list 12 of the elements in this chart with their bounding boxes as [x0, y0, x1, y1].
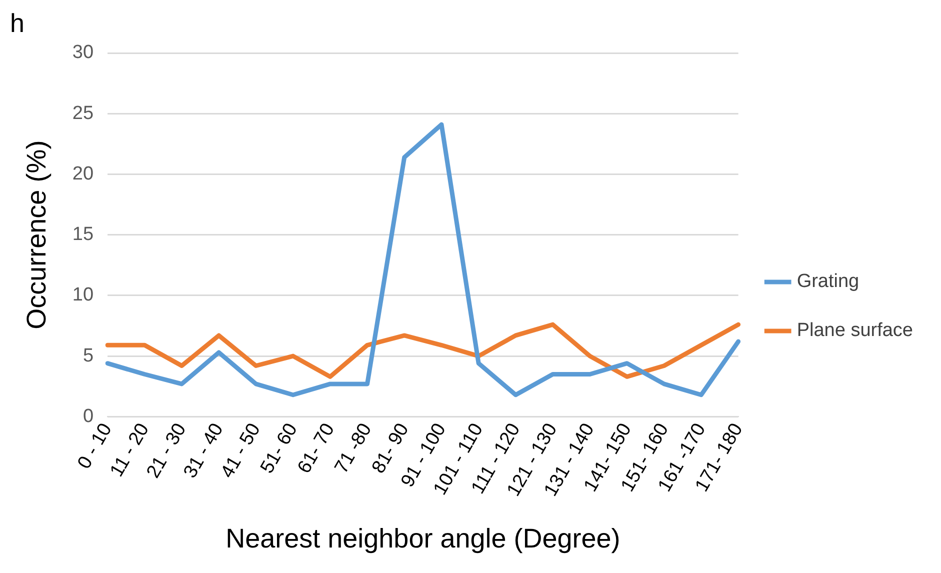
x-axis-title: Nearest neighbor angle (Degree)	[226, 523, 620, 554]
y-axis-title: Occurrence (%)	[22, 140, 52, 330]
y-tick-label: 0	[82, 406, 94, 427]
y-tick-label: 25	[72, 102, 94, 124]
y-tick-label: 20	[72, 163, 94, 184]
y-tick-label: 10	[72, 284, 94, 306]
legend-label: Plane surface	[796, 320, 914, 342]
y-tick-label: 15	[72, 224, 94, 246]
y-tick-label: 30	[72, 42, 94, 64]
legend-label: Grating	[796, 271, 860, 292]
text: h	[10, 8, 24, 38]
y-tick-label: 5	[82, 345, 94, 366]
